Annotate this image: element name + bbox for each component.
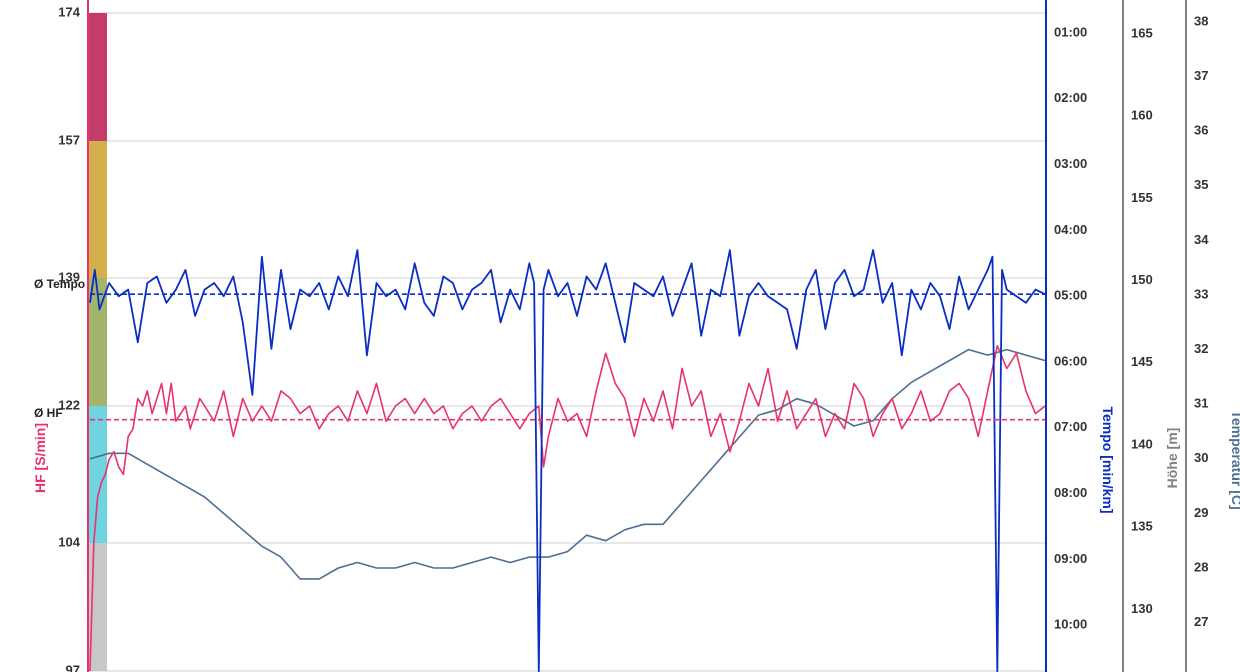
temperatur-tick-6: 32 <box>1194 341 1208 356</box>
hr-zone-2 <box>88 406 107 543</box>
temperatur-tick-1: 37 <box>1194 68 1208 83</box>
hr-zone-4 <box>88 141 107 278</box>
hoehe-tick-1: 160 <box>1131 108 1153 123</box>
tempo-tick-4: 05:00 <box>1054 288 1087 303</box>
hoehe-tick-5: 140 <box>1131 436 1153 451</box>
tempo-tick-6: 07:00 <box>1054 419 1087 434</box>
average-lines <box>90 293 1045 421</box>
series-line-temperatur <box>89 348 1046 580</box>
tempo-tick-1: 02:00 <box>1054 90 1087 105</box>
axes-layer <box>87 0 1187 672</box>
hr-zone-3 <box>88 278 107 406</box>
series-line-tempo <box>89 249 1046 672</box>
temperatur-tick-7: 31 <box>1194 396 1208 411</box>
temperatur-tick-2: 36 <box>1194 123 1208 138</box>
tempo-tick-3: 04:00 <box>1054 222 1087 237</box>
hf-tick-2: 139 <box>58 269 80 284</box>
tempo-tick-8: 09:00 <box>1054 551 1087 566</box>
hr-zone-bar <box>88 13 107 671</box>
temperatur-tick-8: 30 <box>1194 450 1208 465</box>
hf-tick-5: 97 <box>66 662 80 672</box>
temperatur-tick-9: 29 <box>1194 505 1208 520</box>
tempo-tick-2: 03:00 <box>1054 156 1087 171</box>
series-line-hf <box>89 345 1046 672</box>
hoehe-tick-6: 135 <box>1131 519 1153 534</box>
tempo-tick-5: 06:00 <box>1054 353 1087 368</box>
hoehe-tick-7: 130 <box>1131 601 1153 616</box>
hf-tick-1: 157 <box>58 132 80 147</box>
temperatur-tick-10: 28 <box>1194 559 1208 574</box>
tempo-axis-title: Tempo [min/km] <box>1100 406 1116 513</box>
hoehe-tick-4: 145 <box>1131 354 1153 369</box>
tempo-tick-0: 01:00 <box>1054 24 1087 39</box>
temperatur-tick-11: 27 <box>1194 614 1208 629</box>
hoehe-axis-title: Höhe [m] <box>1164 428 1180 489</box>
hf-tick-0: 174 <box>58 4 80 19</box>
temperatur-tick-4: 34 <box>1194 232 1209 247</box>
hr-zone-5 <box>88 13 107 141</box>
tempo-tick-7: 08:00 <box>1054 485 1087 500</box>
hf-axis-title: HF [S/min] <box>32 423 48 493</box>
tempo-tick-9: 10:00 <box>1054 617 1087 632</box>
series-layer <box>89 249 1046 672</box>
gridlines <box>90 12 1045 672</box>
temperatur-axis-title: Temperatur [C] <box>1229 410 1240 509</box>
hf-tick-3: 122 <box>58 397 80 412</box>
temperatur-tick-5: 33 <box>1194 286 1208 301</box>
hoehe-tick-2: 155 <box>1131 190 1153 205</box>
hf-tick-4: 104 <box>58 534 80 549</box>
temperatur-tick-0: 38 <box>1194 13 1208 28</box>
avg-hf-label: Ø HF <box>34 406 63 420</box>
hoehe-tick-3: 150 <box>1131 272 1153 287</box>
hoehe-tick-0: 165 <box>1131 25 1153 40</box>
temperatur-tick-3: 35 <box>1194 177 1208 192</box>
tick-labels: 174 157 139 122 104 97 01:00 02:00 03:00 04:00 05:… <box>58 4 1209 672</box>
avg-tempo-label: Ø Tempo <box>34 277 85 291</box>
